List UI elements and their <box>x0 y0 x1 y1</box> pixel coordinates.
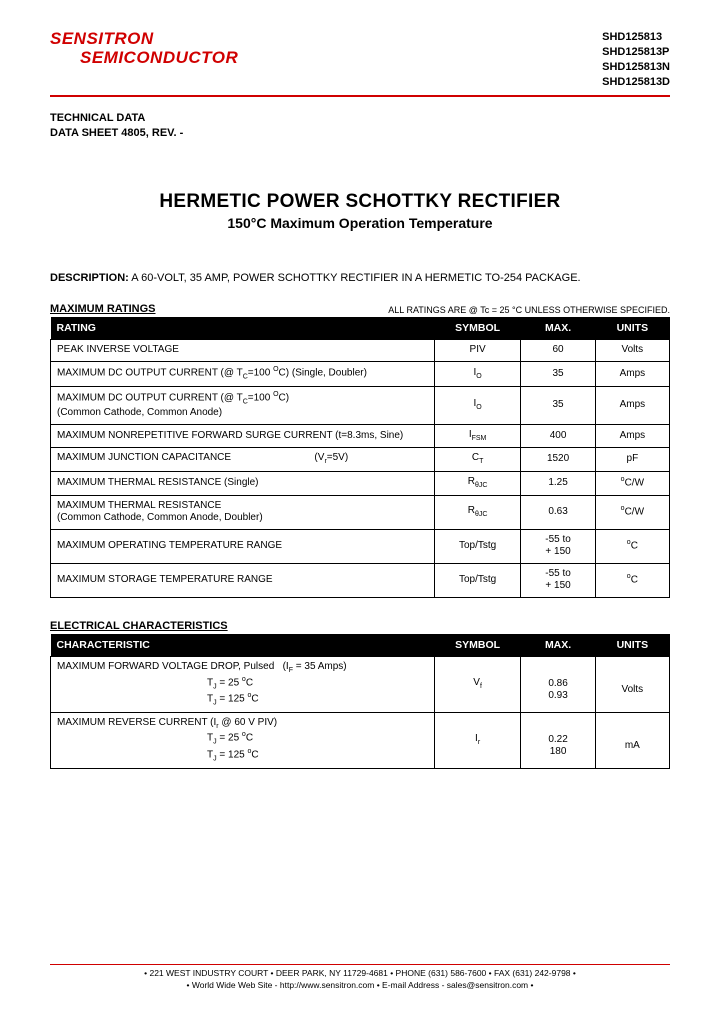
table-row: MAXIMUM STORAGE TEMPERATURE RANGETop/Tst… <box>51 563 670 597</box>
cell-units: oC <box>595 529 669 563</box>
electrical-characteristics-table: CHARACTERISTIC SYMBOL MAX. UNITS MAXIMUM… <box>50 634 670 769</box>
cell-units: oC/W <box>595 495 669 529</box>
table-row: PEAK INVERSE VOLTAGEPIV60Volts <box>51 340 670 362</box>
col-max: MAX. <box>521 634 595 657</box>
cell-symbol: RθJC <box>434 472 521 496</box>
part-number: SHD125813P <box>602 45 670 60</box>
cell-rating: MAXIMUM OPERATING TEMPERATURE RANGE <box>51 529 435 563</box>
cell-max: 1520 <box>521 448 595 472</box>
cell-symbol: CT <box>434 448 521 472</box>
table-row: MAXIMUM FORWARD VOLTAGE DROP, Pulsed (IF… <box>51 656 670 712</box>
footer: • 221 WEST INDUSTRY COURT • DEER PARK, N… <box>50 964 670 992</box>
cell-symbol: RθJC <box>434 495 521 529</box>
cell-max: 0.63 <box>521 495 595 529</box>
cell-rating: PEAK INVERSE VOLTAGE <box>51 340 435 362</box>
cell-symbol: IO <box>434 361 521 386</box>
col-max: MAX. <box>521 317 595 340</box>
cell-max: 400 <box>521 424 595 448</box>
table-header-row: CHARACTERISTIC SYMBOL MAX. UNITS <box>51 634 670 657</box>
cell-units: Volts <box>595 656 669 712</box>
cell-units: oC <box>595 563 669 597</box>
elec-section-head: ELECTRICAL CHARACTERISTICS <box>50 620 670 632</box>
cell-symbol: IFSM <box>434 424 521 448</box>
cell-rating: MAXIMUM THERMAL RESISTANCE(Common Cathod… <box>51 495 435 529</box>
cell-units: mA <box>595 712 669 768</box>
part-number: SHD125813 <box>602 30 670 45</box>
table-row: MAXIMUM JUNCTION CAPACITANCE (Vr=5V)CT15… <box>51 448 670 472</box>
table-row: MAXIMUM THERMAL RESISTANCE (Single)RθJC1… <box>51 472 670 496</box>
cell-characteristic: MAXIMUM REVERSE CURRENT (Ir @ 60 V PIV)T… <box>51 712 435 768</box>
cell-max: 0.22180 <box>521 712 595 768</box>
logo-line2: SEMICONDUCTOR <box>50 49 238 68</box>
ratings-title: MAXIMUM RATINGS <box>50 303 156 315</box>
title-block: HERMETIC POWER SCHOTTKY RECTIFIER 150°C … <box>50 191 670 231</box>
footer-rule <box>50 964 670 965</box>
cell-characteristic: MAXIMUM FORWARD VOLTAGE DROP, Pulsed (IF… <box>51 656 435 712</box>
col-symbol: SYMBOL <box>434 634 521 657</box>
maximum-ratings-table: RATING SYMBOL MAX. UNITS PEAK INVERSE VO… <box>50 317 670 597</box>
subtitle: 150°C Maximum Operation Temperature <box>50 215 670 231</box>
table-row: MAXIMUM DC OUTPUT CURRENT (@ TC=100 OC)(… <box>51 386 670 424</box>
col-characteristic: CHARACTERISTIC <box>51 634 435 657</box>
cell-symbol: Ir <box>434 712 521 768</box>
table-row: MAXIMUM THERMAL RESISTANCE(Common Cathod… <box>51 495 670 529</box>
cell-symbol: IO <box>434 386 521 424</box>
datasheet-rev: DATA SHEET 4805, REV. - <box>50 126 670 141</box>
cell-rating: MAXIMUM DC OUTPUT CURRENT (@ TC=100 OC) … <box>51 361 435 386</box>
col-rating: RATING <box>51 317 435 340</box>
ratings-note: ALL RATINGS ARE @ Tc = 25 °C UNLESS OTHE… <box>388 305 670 315</box>
cell-max: 0.860.93 <box>521 656 595 712</box>
cell-symbol: Vf <box>434 656 521 712</box>
cell-rating: MAXIMUM NONREPETITIVE FORWARD SURGE CURR… <box>51 424 435 448</box>
cell-units: Amps <box>595 386 669 424</box>
cell-rating: MAXIMUM JUNCTION CAPACITANCE (Vr=5V) <box>51 448 435 472</box>
tech-data-label: TECHNICAL DATA <box>50 111 670 126</box>
cell-symbol: PIV <box>434 340 521 362</box>
table-row: MAXIMUM REVERSE CURRENT (Ir @ 60 V PIV)T… <box>51 712 670 768</box>
ratings-section-head: MAXIMUM RATINGS ALL RATINGS ARE @ Tc = 2… <box>50 303 670 315</box>
cell-rating: MAXIMUM DC OUTPUT CURRENT (@ TC=100 OC)(… <box>51 386 435 424</box>
footer-address: • 221 WEST INDUSTRY COURT • DEER PARK, N… <box>50 968 670 980</box>
description-label: DESCRIPTION: <box>50 272 129 284</box>
cell-units: pF <box>595 448 669 472</box>
technical-data-block: TECHNICAL DATA DATA SHEET 4805, REV. - <box>50 111 670 141</box>
cell-units: Amps <box>595 424 669 448</box>
main-title: HERMETIC POWER SCHOTTKY RECTIFIER <box>50 191 670 213</box>
cell-max: -55 to+ 150 <box>521 563 595 597</box>
part-number: SHD125813N <box>602 60 670 75</box>
header-row: SENSITRON SEMICONDUCTOR SHD125813 SHD125… <box>50 30 670 89</box>
part-number-list: SHD125813 SHD125813P SHD125813N SHD12581… <box>602 30 670 89</box>
cell-units: oC/W <box>595 472 669 496</box>
cell-max: 1.25 <box>521 472 595 496</box>
cell-rating: MAXIMUM STORAGE TEMPERATURE RANGE <box>51 563 435 597</box>
cell-max: 60 <box>521 340 595 362</box>
description: DESCRIPTION: A 60-VOLT, 35 AMP, POWER SC… <box>50 271 670 285</box>
cell-rating: MAXIMUM THERMAL RESISTANCE (Single) <box>51 472 435 496</box>
header-rule <box>50 95 670 97</box>
cell-units: Volts <box>595 340 669 362</box>
company-logo: SENSITRON SEMICONDUCTOR <box>50 30 238 67</box>
table-header-row: RATING SYMBOL MAX. UNITS <box>51 317 670 340</box>
table-row: MAXIMUM DC OUTPUT CURRENT (@ TC=100 OC) … <box>51 361 670 386</box>
col-units: UNITS <box>595 317 669 340</box>
cell-max: -55 to+ 150 <box>521 529 595 563</box>
cell-max: 35 <box>521 361 595 386</box>
table-row: MAXIMUM NONREPETITIVE FORWARD SURGE CURR… <box>51 424 670 448</box>
cell-symbol: Top/Tstg <box>434 563 521 597</box>
cell-units: Amps <box>595 361 669 386</box>
part-number: SHD125813D <box>602 75 670 90</box>
col-units: UNITS <box>595 634 669 657</box>
col-symbol: SYMBOL <box>434 317 521 340</box>
footer-web: • World Wide Web Site - http://www.sensi… <box>50 980 670 992</box>
elec-title: ELECTRICAL CHARACTERISTICS <box>50 620 228 632</box>
table-row: MAXIMUM OPERATING TEMPERATURE RANGETop/T… <box>51 529 670 563</box>
cell-symbol: Top/Tstg <box>434 529 521 563</box>
description-text: A 60-VOLT, 35 AMP, POWER SCHOTTKY RECTIF… <box>129 272 581 284</box>
cell-max: 35 <box>521 386 595 424</box>
logo-line1: SENSITRON <box>50 30 238 49</box>
